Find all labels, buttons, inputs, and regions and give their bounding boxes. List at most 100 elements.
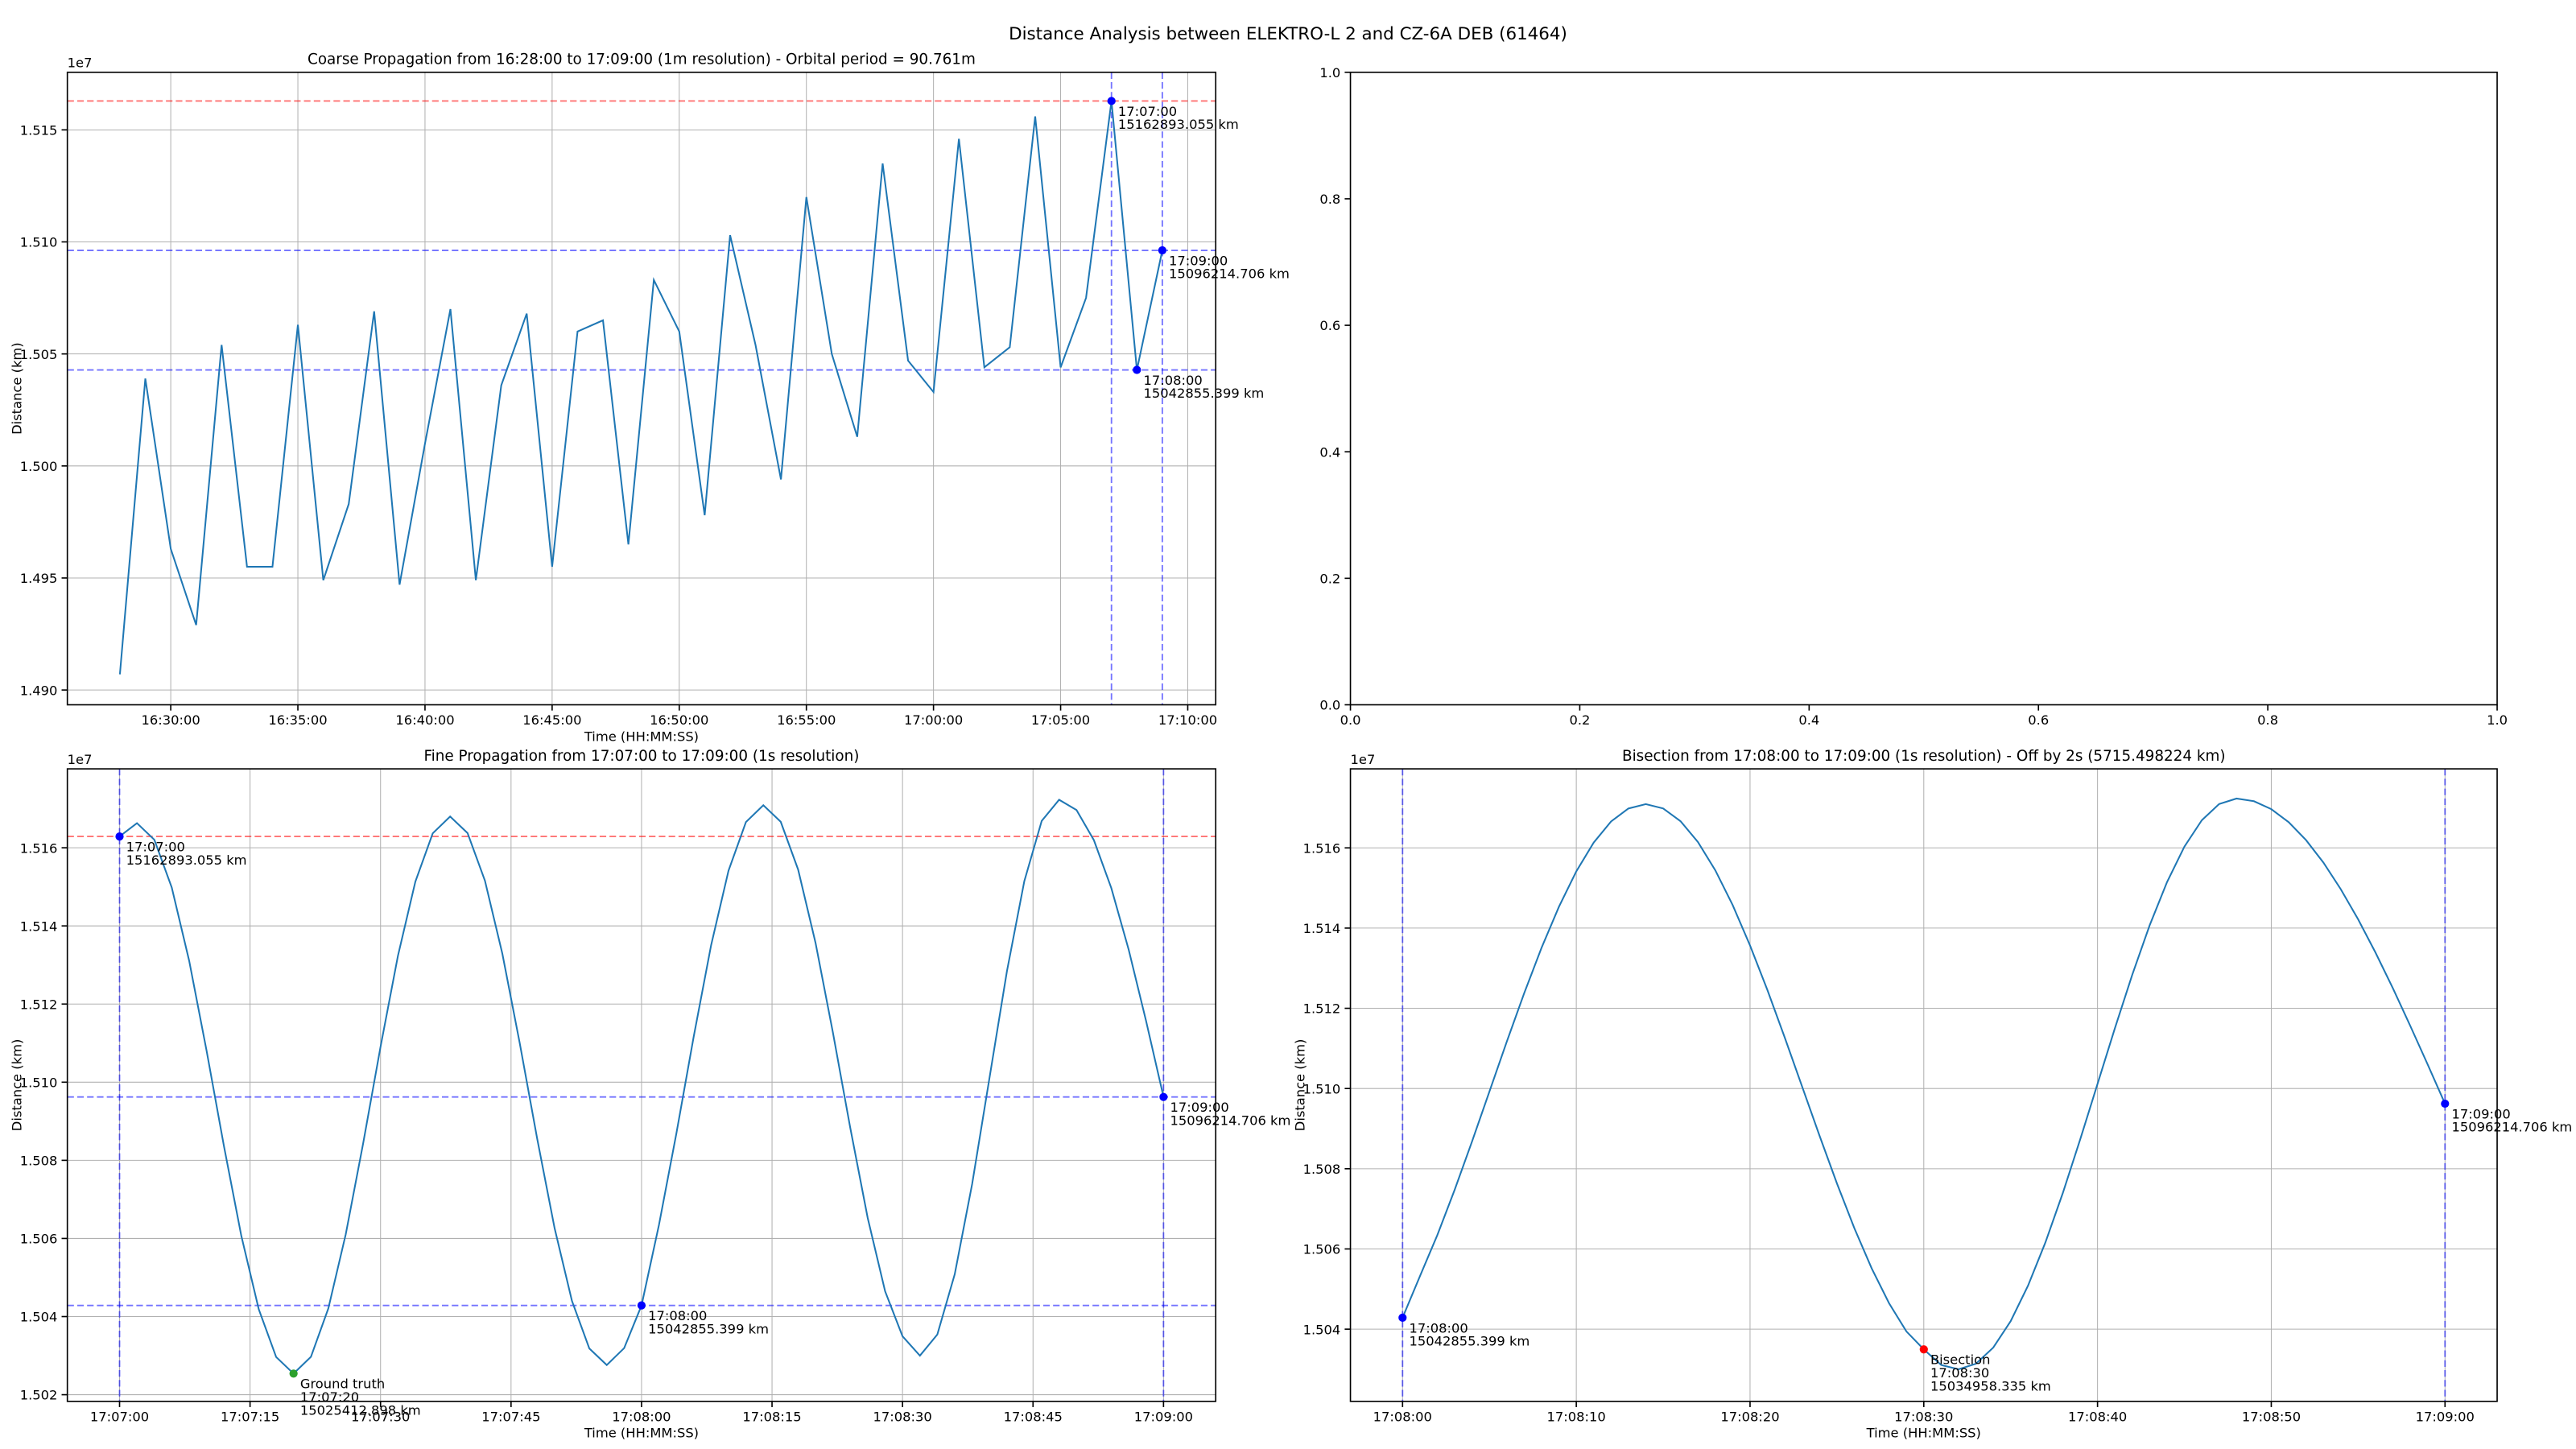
y-tick-label: 1.512 [1303,1001,1341,1017]
y-tick-label: 1.506 [20,1232,58,1247]
annotation-marker [1158,246,1166,255]
annotation-label: 15096214.706 km [1170,1113,1291,1128]
annotation-label: 17:08:00 [1409,1320,1468,1335]
x-tick-label: 17:08:10 [1546,1409,1605,1424]
x-tick-label: 16:55:00 [777,712,836,728]
y-offset-label: 1e7 [1351,752,1376,767]
y-tick-label: 0.6 [1319,318,1340,333]
y-tick-label: 1.510 [20,235,58,250]
x-axis-label: Time (HH:MM:SS) [584,1426,699,1441]
x-tick-label: 0.2 [1569,712,1590,728]
y-tick-label: 1.504 [1303,1322,1341,1337]
x-tick-label: 1.0 [2487,712,2508,728]
axes-frame [66,768,1217,1402]
x-tick-label: 17:09:00 [1134,1409,1193,1424]
x-tick-label: 0.8 [2257,712,2278,728]
annotation-label: 17:07:00 [1118,104,1177,119]
y-tick-label: 0.4 [1319,444,1340,460]
x-tick-label: 17:08:15 [742,1409,801,1424]
x-tick-label: 17:08:50 [2242,1409,2301,1424]
y-tick-label: 1.512 [20,997,58,1012]
annotation-label: 17:08:00 [1143,373,1202,388]
annotation-label: 15162893.055 km [1118,117,1239,132]
y-tick-label: 1.508 [1303,1162,1341,1177]
subplot: 17:07:00 17:07:15 17:07:30 17:07:45 17:08:00… [10,748,1291,1441]
y-axis-label: Distance (km) [10,1039,25,1132]
annotation-label: 15096214.706 km [1169,266,1290,282]
y-tick-label: 1.490 [20,683,58,698]
y-axis-label: Distance (km) [10,342,25,435]
data-line [118,101,1163,675]
x-tick-label: 17:08:30 [873,1409,932,1424]
y-tick-label: 1.508 [20,1154,58,1169]
x-tick-label: 17:08:30 [1894,1409,1953,1424]
x-tick-label: 17:08:00 [1373,1409,1432,1424]
subplot: 17:08:00 17:08:10 17:08:20 17:08:30 17:08:40… [1292,748,2572,1441]
subplot: 0.0 0.2 0.4 0.6 0.8 1.0 0.0 0.2 0.4 0.6 0.8 1.0 [1319,65,2508,728]
y-tick-label: 0.2 [1319,571,1340,586]
axes-frame [1349,768,2498,1402]
annotation-label: Bisection [1930,1352,1990,1368]
y-offset-label: 1e7 [68,752,93,767]
x-tick-label: 17:10:00 [1158,712,1217,728]
y-tick-label: 1.504 [20,1310,58,1325]
y-tick-label: 1.510 [1303,1081,1341,1096]
annotation-label: 17:08:30 [1930,1365,1989,1381]
subplot-title: Fine Propagation from 17:07:00 to 17:09:… [423,748,859,765]
y-axis-label: Distance (km) [1292,1039,1307,1132]
y-tick-label: 1.514 [20,919,58,934]
subplot-title: Coarse Propagation from 16:28:00 to 17:0… [308,52,976,68]
axes-frame [1349,71,2498,706]
x-tick-label: 17:05:00 [1031,712,1090,728]
annotation-marker [1107,97,1116,105]
x-axis-label: Time (HH:MM:SS) [1866,1426,1981,1441]
x-tick-label: 0.4 [1798,712,1819,728]
y-tick-label: 1.510 [20,1075,58,1090]
x-tick-label: 16:35:00 [268,712,327,728]
annotation-marker [1919,1345,1928,1354]
y-tick-label: 0.0 [1319,698,1340,713]
annotation-marker [2441,1099,2450,1108]
x-tick-label: 17:08:00 [612,1409,671,1424]
annotation-label: 17:09:00 [1170,1100,1229,1115]
annotation-marker [1159,1092,1168,1101]
annotation-label: 15042855.399 km [1409,1334,1530,1349]
axes-frame [66,71,1217,706]
y-tick-label: 1.0 [1319,65,1340,80]
annotation-label: 15042855.399 km [648,1321,769,1336]
subplot-title: Bisection from 17:08:00 to 17:09:00 (1s … [1622,748,2226,765]
annotation-label: 17:07:00 [126,839,185,854]
annotation-marker [1133,365,1141,374]
x-tick-label: 17:08:40 [2068,1409,2127,1424]
y-tick-label: 1.514 [1303,921,1341,936]
annotation-marker [115,832,124,841]
y-tick-label: 1.515 [20,122,58,138]
y-tick-label: 0.8 [1319,192,1340,207]
x-tick-label: 16:40:00 [395,712,454,728]
x-tick-label: 16:45:00 [522,712,581,728]
figure-title: Distance Analysis between ELEKTRO-L 2 an… [1009,24,1567,44]
subplot: 16:30:00 16:35:00 16:40:00 16:45:00 16:50:00… [10,52,1290,745]
x-tick-label: 17:08:20 [1720,1409,1779,1424]
y-tick-label: 1.505 [20,347,58,362]
y-offset-label: 1e7 [68,56,93,71]
annotation-marker [1398,1313,1407,1323]
y-tick-label: 1.500 [20,459,58,474]
x-tick-label: 17:07:45 [481,1409,540,1424]
x-tick-label: 0.0 [1340,712,1361,728]
annotation-marker [637,1301,646,1310]
annotation-marker [289,1369,298,1378]
annotation-label: 17:09:00 [1169,253,1228,268]
y-tick-label: 1.516 [1303,840,1341,856]
annotation-label: 15096214.706 km [2451,1120,2572,1135]
plot-area [67,72,1216,705]
x-tick-label: 17:07:15 [221,1409,279,1424]
x-tick-label: 17:07:00 [90,1409,149,1424]
x-tick-label: 0.6 [2028,712,2049,728]
x-tick-label: 17:00:00 [904,712,963,728]
annotation-label: 15034958.335 km [1930,1378,2051,1393]
annotation-label: 17:08:00 [648,1308,707,1323]
x-tick-label: 16:30:00 [141,712,200,728]
